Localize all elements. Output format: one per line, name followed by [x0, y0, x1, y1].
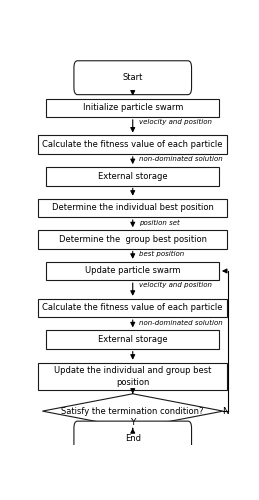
Text: non-dominated solution: non-dominated solution	[139, 156, 222, 162]
Bar	[38, 230, 227, 248]
Text: External storage: External storage	[98, 335, 168, 344]
Text: best position: best position	[139, 251, 184, 257]
Text: position set: position set	[139, 220, 179, 226]
Text: Determine the  group best position: Determine the group best position	[59, 235, 207, 244]
Text: Calculate the fitness value of each particle: Calculate the fitness value of each part…	[42, 140, 223, 149]
Text: Initialize particle swarm: Initialize particle swarm	[83, 103, 183, 112]
FancyBboxPatch shape	[74, 421, 192, 455]
Bar	[46, 167, 219, 186]
Bar	[38, 198, 227, 217]
Polygon shape	[42, 394, 223, 428]
Bar	[46, 262, 219, 280]
Bar	[38, 298, 227, 317]
Bar	[46, 98, 219, 117]
Text: Start: Start	[123, 73, 143, 82]
Text: Calculate the fitness value of each particle: Calculate the fitness value of each part…	[42, 304, 223, 312]
Text: velocity and position: velocity and position	[139, 118, 212, 124]
Bar	[38, 136, 227, 154]
Text: non-dominated solution: non-dominated solution	[139, 320, 222, 326]
Text: Update the individual and group best
position: Update the individual and group best pos…	[54, 366, 211, 386]
Text: N: N	[222, 406, 228, 416]
Text: velocity and position: velocity and position	[139, 282, 212, 288]
FancyBboxPatch shape	[74, 61, 192, 94]
Text: End: End	[125, 434, 141, 442]
Text: Update particle swarm: Update particle swarm	[85, 266, 181, 276]
Text: External storage: External storage	[98, 172, 168, 181]
Text: Determine the individual best position: Determine the individual best position	[52, 204, 214, 212]
Bar	[38, 362, 227, 390]
Bar	[46, 330, 219, 349]
Text: Satisfy the termination condition?: Satisfy the termination condition?	[61, 406, 204, 416]
Text: Y: Y	[130, 418, 135, 427]
